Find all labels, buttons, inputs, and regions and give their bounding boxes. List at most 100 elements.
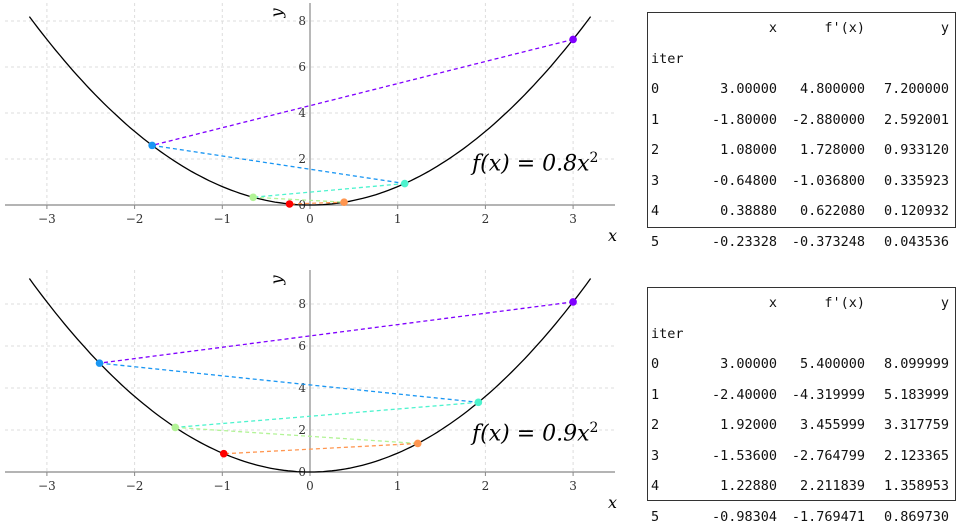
iteration-point	[96, 359, 104, 367]
iteration-point	[569, 298, 577, 306]
row-index: 2	[648, 417, 691, 433]
table-cell: 1.92000	[691, 417, 777, 433]
index-name-row: iter	[648, 319, 955, 350]
x-tick-label: −2	[126, 479, 144, 493]
table-cell: 0.38880	[691, 203, 777, 219]
x-tick-label: −1	[213, 212, 231, 226]
iteration-point	[475, 399, 483, 407]
y-tick-label: 8	[298, 14, 306, 28]
table-cell: -1.80000	[691, 112, 777, 128]
y-tick-label: 4	[298, 381, 306, 395]
table-cell: 1.728000	[777, 142, 865, 158]
iteration-point	[569, 36, 577, 44]
x-tick-label: −2	[126, 212, 144, 226]
table-cell: x	[691, 295, 777, 311]
row-index: 5	[648, 234, 691, 250]
table-cell: 7.200000	[865, 81, 952, 97]
x-tick-label: 2	[482, 212, 490, 226]
descent-step-line	[152, 39, 573, 145]
row-index: 3	[648, 448, 691, 464]
table-cell: -2.764799	[777, 448, 865, 464]
table-cell: -0.64800	[691, 173, 777, 189]
table-cell: 3.317759	[865, 417, 952, 433]
descent-step-line	[253, 184, 405, 198]
table-cell: 1.358953	[865, 478, 952, 494]
y-tick-label: 8	[298, 297, 306, 311]
iteration-point	[286, 200, 294, 208]
x-axis-label: x	[608, 493, 617, 512]
iteration-point	[401, 180, 409, 188]
row-index: 0	[648, 356, 691, 372]
row-index: 3	[648, 173, 691, 189]
descent-step-line	[100, 302, 574, 363]
y-tick-label: 2	[298, 152, 306, 166]
y-tick-label: 6	[298, 339, 306, 353]
table-cell: -2.880000	[777, 112, 865, 128]
table-cell: 0.043536	[865, 234, 952, 250]
descent-step-line	[175, 402, 478, 427]
table-cell: 0.933120	[865, 142, 952, 158]
table-cell: 8.099999	[865, 356, 952, 372]
table-cell: 2.592001	[865, 112, 952, 128]
row-index: 2	[648, 142, 691, 158]
row-index: 1	[648, 112, 691, 128]
y-axis-label: y	[267, 275, 286, 286]
x-tick-label: 1	[394, 212, 402, 226]
descent-step-line	[224, 443, 418, 453]
row-index: iter	[648, 51, 691, 67]
table-cell: 1.22880	[691, 478, 777, 494]
x-tick-label: −3	[38, 479, 56, 493]
row-index: 5	[648, 509, 691, 525]
table-cell: -4.319999	[777, 387, 865, 403]
index-name-row: iter	[648, 44, 955, 75]
table-cell: -0.98304	[691, 509, 777, 525]
iteration-point	[171, 424, 179, 432]
table-cell: -1.769471	[777, 509, 865, 525]
table-cell: 1.08000	[691, 142, 777, 158]
descent-step-line	[152, 145, 405, 183]
table-cell: 3.00000	[691, 356, 777, 372]
formula-top: f(x) = 0.8x2	[472, 150, 598, 176]
table-cell: 0.622080	[777, 203, 865, 219]
table-cell: 3.00000	[691, 81, 777, 97]
table-cell: y	[865, 295, 952, 311]
x-tick-label: 3	[569, 212, 577, 226]
x-tick-label: −1	[213, 479, 231, 493]
x-tick-label: −3	[38, 212, 56, 226]
iteration-point	[249, 193, 257, 201]
table-cell: -0.23328	[691, 234, 777, 250]
table-cell: 0.335923	[865, 173, 952, 189]
row-index: 4	[648, 203, 691, 219]
table-cell: 5.183999	[865, 387, 952, 403]
row-index: 4	[648, 478, 691, 494]
table-cell: 3.455999	[777, 417, 865, 433]
table-cell: 5.400000	[777, 356, 865, 372]
iteration-point	[340, 198, 348, 206]
table-cell: 0.869730	[865, 509, 952, 525]
table-cell: 4.800000	[777, 81, 865, 97]
table-cell: 2.123365	[865, 448, 952, 464]
table-cell: -2.40000	[691, 387, 777, 403]
table-cell: -0.373248	[777, 234, 865, 250]
table-cell: -1.53600	[691, 448, 777, 464]
iteration-point	[414, 440, 422, 448]
x-tick-label: 1	[394, 479, 402, 493]
iteration-point	[148, 142, 156, 150]
descent-step-line	[175, 427, 417, 443]
y-tick-label: 2	[298, 423, 306, 437]
